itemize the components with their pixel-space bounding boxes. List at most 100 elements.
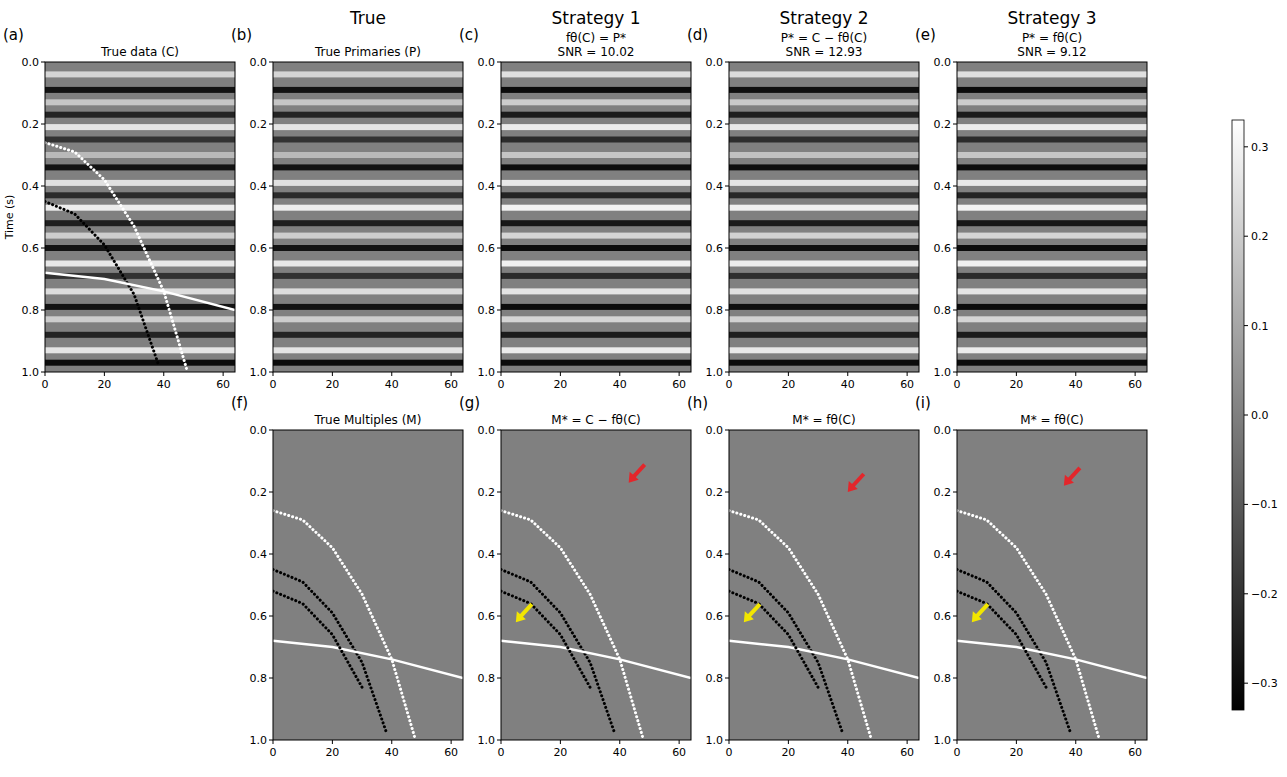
reflector [501,71,691,77]
y-tick [953,492,957,493]
y-tick-label: 0.6 [250,610,268,623]
y-tick [953,124,957,125]
reflector [45,71,235,77]
x-tick-label: 40 [1069,746,1083,759]
reflector [501,124,691,130]
figure: TrueStrategy 1Strategy 2Strategy 3020406… [0,0,1287,777]
x-tick-label: 20 [1009,378,1023,391]
reflector [729,112,919,118]
x-tick-label: 0 [726,378,733,391]
reflector [501,205,691,211]
y-tick-label: 0.0 [706,56,724,69]
x-tick [847,372,848,376]
panel-letter: (e) [915,26,936,44]
x-tick [223,372,224,376]
background [501,430,691,740]
x-tick [679,740,680,744]
y-tick-label: 0.6 [706,242,724,255]
panel-letter: (h) [687,394,708,412]
y-tick [269,62,273,63]
x-tick [163,372,164,376]
reflector [45,137,235,143]
reflector [957,273,1147,279]
x-tick [332,372,333,376]
y-tick-label: 0.8 [934,304,952,317]
panel-letter: (b) [231,26,252,44]
x-tick-label: 0 [498,746,505,759]
reflector [501,245,691,251]
event-curve [273,570,386,731]
y-tick-label: 0.4 [478,180,496,193]
column-head: Strategy 1 [551,8,640,28]
y-tick [497,678,501,679]
x-tick [619,740,620,744]
y-tick-label: 1.0 [706,734,724,747]
y-tick-label: 0.2 [250,486,268,499]
reflector [273,71,463,77]
reflector [45,245,235,251]
x-tick [788,372,789,376]
event-curve [501,570,614,731]
y-tick-label: 0.2 [706,486,724,499]
y-tick-label: 0.4 [934,180,952,193]
y-tick [725,554,729,555]
reflector [729,152,919,158]
y-tick-label: 0.6 [478,242,496,255]
y-tick-label: 0.6 [934,242,952,255]
background [45,62,235,372]
reflector [957,164,1147,170]
reflector [957,192,1147,198]
column-head: Strategy 3 [1007,8,1096,28]
reflector [729,124,919,130]
reflector [273,99,463,105]
reflector [957,152,1147,158]
background [273,62,463,372]
reflector [729,316,919,322]
reflector [501,112,691,118]
plot-area [273,62,463,372]
x-tick [501,740,502,744]
x-tick [560,740,561,744]
panel-title: M* = C − fθ(C) [551,413,640,427]
reflector [957,261,1147,267]
y-tick-label: 0.4 [934,548,952,561]
reflector [501,332,691,338]
reflector [45,87,235,93]
reflector [729,205,919,211]
reflector [45,205,235,211]
reflector [273,261,463,267]
arrow-head [972,611,982,622]
panel: 02040600.00.20.40.60.81.0True data (C)(a… [3,26,235,391]
y-tick-label: 0.8 [250,304,268,317]
x-tick-label: 20 [1009,746,1023,759]
arrow [516,604,532,622]
x-tick [451,740,452,744]
panel: 02040600.00.20.40.60.81.0P* = fθ(C)SNR =… [915,26,1147,391]
column-head: True [349,8,386,28]
y-tick-label: 1.0 [250,734,268,747]
x-tick-label: 60 [444,746,458,759]
y-tick [725,310,729,311]
reflector [729,245,919,251]
arrow-shaft [853,474,864,486]
reflector [501,220,691,226]
arrow-head [516,611,526,622]
y-tick-label: 0.2 [934,118,952,131]
colorbar-tick [1244,236,1248,237]
y-tick [953,372,957,373]
colorbar-tick-label: 0.3 [1251,141,1269,154]
reflector [501,192,691,198]
event-curve [957,641,1147,678]
x-tick [1135,372,1136,376]
y-tick [269,554,273,555]
frame [501,62,691,372]
colorbar-tick-label: 0.0 [1251,409,1269,422]
y-tick-label: 0.8 [478,304,496,317]
x-tick-label: 0 [726,746,733,759]
x-tick [391,740,392,744]
y-tick-label: 0.2 [22,118,40,131]
colorbar-tick [1244,683,1248,684]
y-tick-label: 0.4 [22,180,40,193]
reflector [957,71,1147,77]
x-tick [273,740,274,744]
